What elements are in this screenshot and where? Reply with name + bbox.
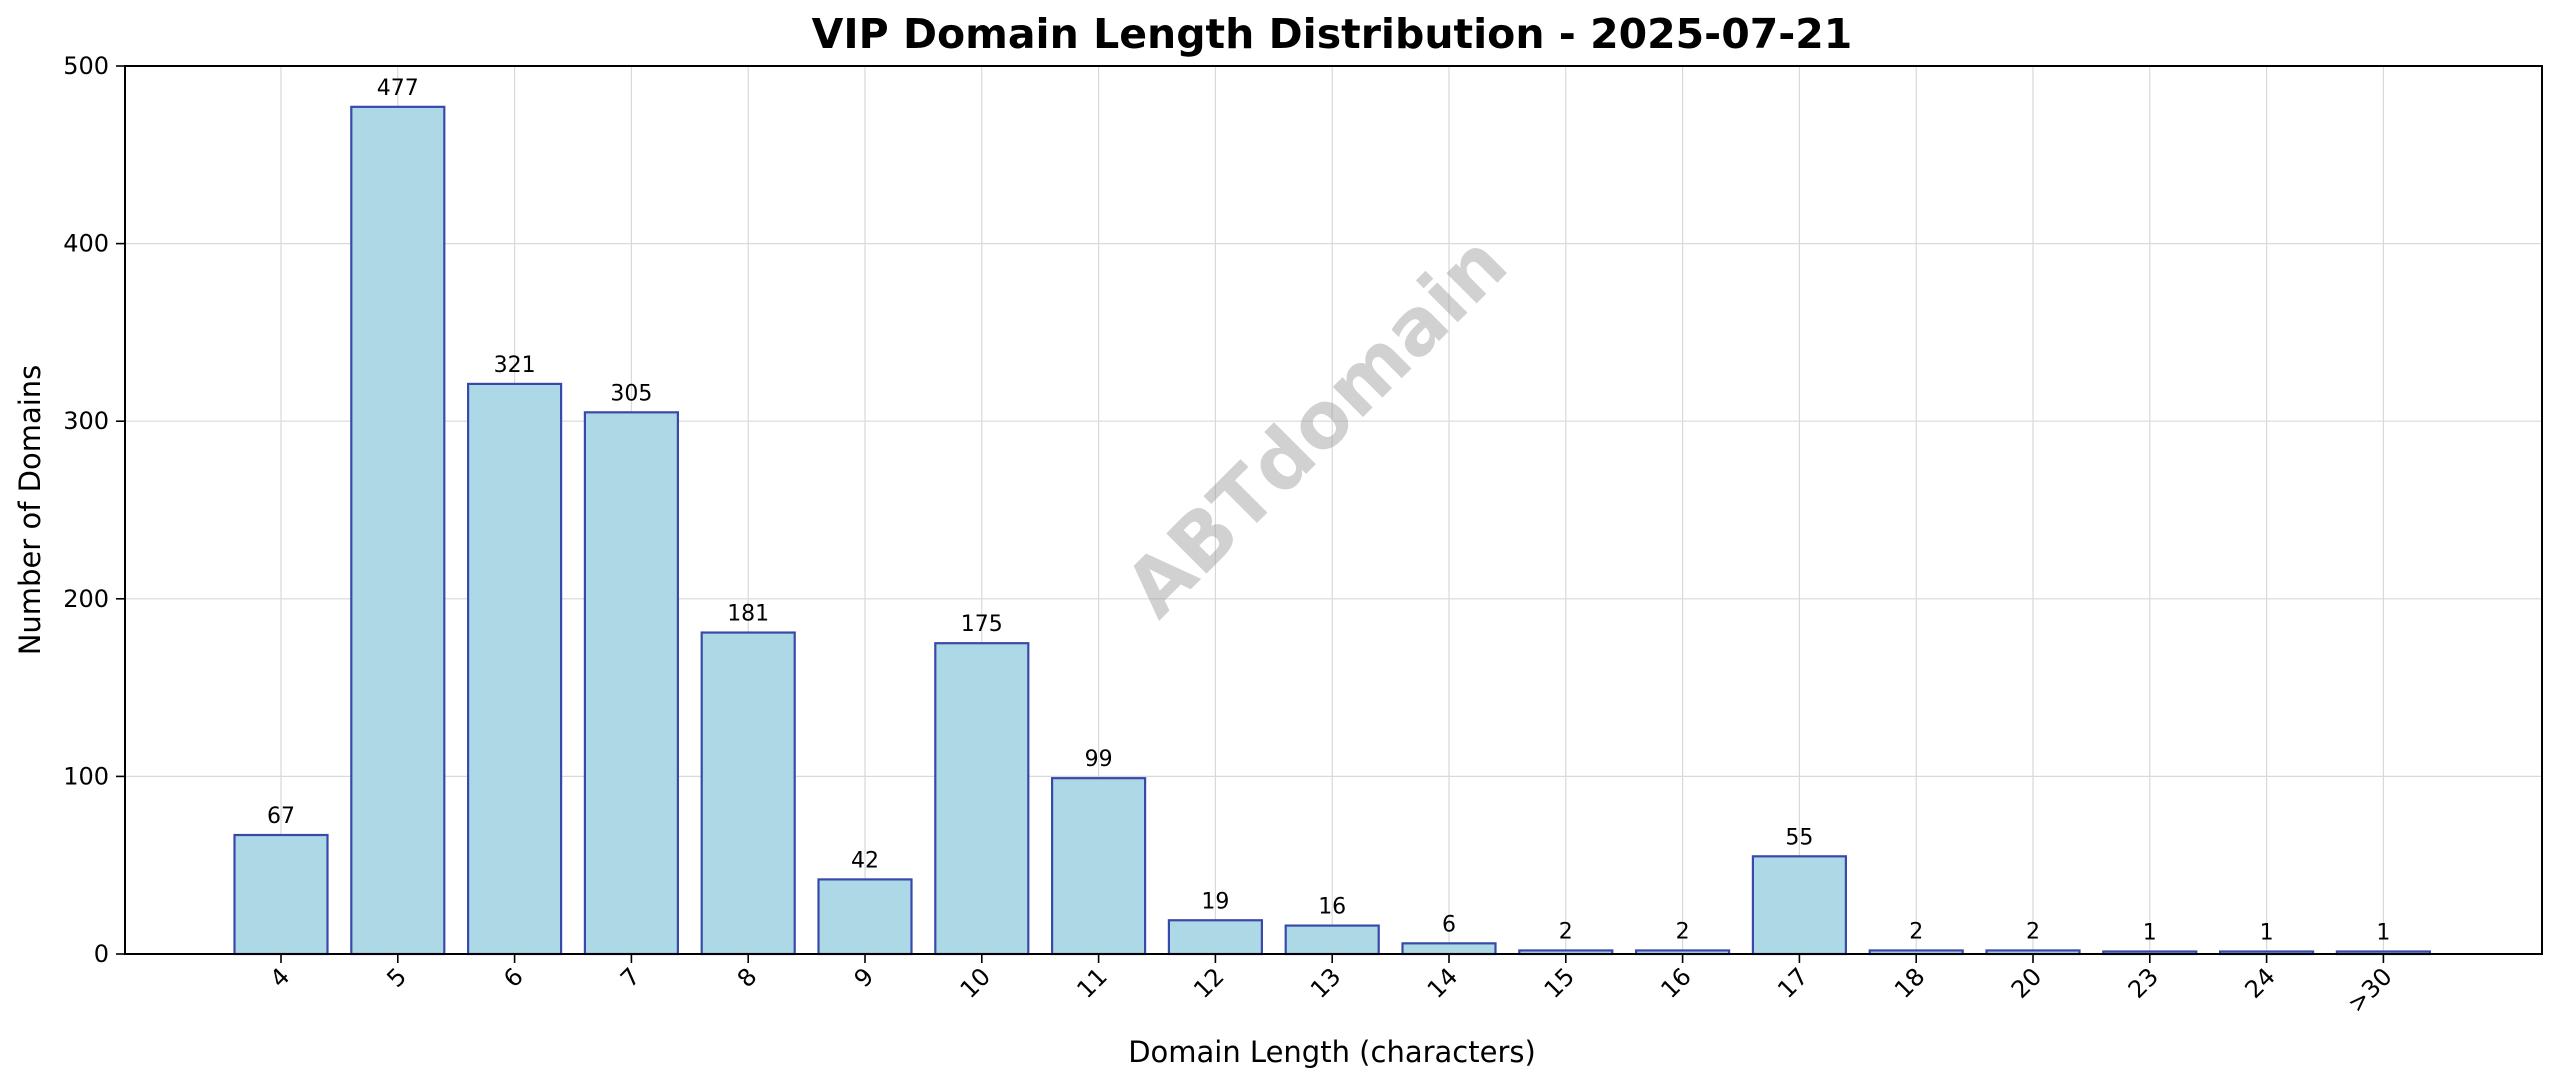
bar [350, 105, 446, 956]
x-tick-label: 7 [615, 962, 646, 993]
x-tick-label: 4 [265, 962, 296, 993]
chart-title: VIP Domain Length Distribution - 2025-07… [812, 10, 1853, 58]
y-tick-label: 100 [63, 762, 109, 790]
bar-value-label: 67 [267, 804, 295, 829]
bar-value-label: 1 [2260, 921, 2274, 946]
y-tick-label: 200 [63, 585, 109, 613]
x-tick-label: 12 [1188, 962, 1229, 1003]
x-tick-label: 8 [732, 962, 763, 993]
y-tick-label: 0 [94, 940, 109, 968]
bar-value-label: 181 [727, 602, 769, 627]
bar [1751, 855, 1848, 956]
x-tick-label: >30 [2342, 962, 2398, 1018]
bar [700, 631, 796, 956]
x-tick-label: 16 [1655, 962, 1696, 1003]
bar-value-label: 2 [1676, 919, 1690, 944]
bar-value-label: 1 [2376, 921, 2390, 946]
x-tick-label: 14 [1422, 962, 1463, 1003]
bar-value-label: 305 [610, 381, 652, 406]
bar-value-label: 99 [1085, 747, 1113, 772]
y-tick-label: 400 [63, 230, 109, 258]
x-tick-label: 24 [2239, 962, 2280, 1003]
bar-value-label: 1 [2143, 921, 2157, 946]
x-tick-label: 13 [1305, 962, 1346, 1003]
x-tick-label: 17 [1772, 962, 1813, 1003]
bars [233, 105, 2431, 956]
bar [1167, 919, 1264, 956]
x-tick-label: 5 [381, 962, 412, 993]
y-axis: 0 100 200 300 400 500 [63, 52, 125, 968]
watermark-text: ABTdomain [1109, 219, 1525, 635]
x-tick-label: 10 [955, 962, 996, 1003]
x-tick-label: 23 [2123, 962, 2164, 1003]
bar-value-label: 321 [494, 353, 536, 378]
bar-value-label: 42 [851, 848, 879, 873]
bar-value-label: 175 [961, 612, 1003, 637]
y-tick-label: 500 [63, 52, 109, 80]
bar-value-labels: 67 477 321 305 181 42 175 99 19 16 6 2 2 55 2 2 1 1 1 [267, 76, 2390, 946]
x-tick-label: 6 [498, 962, 529, 993]
bar [1401, 942, 1497, 956]
y-axis-label: Number of Domains [13, 365, 47, 656]
x-axis: 4 5 6 7 8 9 10 11 12 13 14 15 16 17 18 20 23 24 >30 [265, 954, 2398, 1018]
bar [1284, 924, 1380, 956]
bar [467, 382, 563, 956]
plot-frame [124, 65, 2543, 955]
bar [817, 878, 913, 956]
x-tick-label: 20 [2006, 962, 2047, 1003]
x-tick-label: 18 [1889, 962, 1930, 1003]
bar-value-label: 16 [1318, 895, 1346, 920]
bar-value-label: 2 [1559, 919, 1573, 944]
bar [1050, 777, 1147, 956]
bar-value-label: 2 [2026, 919, 2040, 944]
bar [233, 833, 329, 956]
bar-value-label: 6 [1442, 912, 1456, 937]
bar-value-label: 2 [1909, 919, 1923, 944]
bar [934, 642, 1030, 956]
x-axis-label: Domain Length (characters) [1128, 1035, 1536, 1069]
bar-value-label: 477 [377, 76, 419, 101]
x-tick-label: 15 [1539, 962, 1580, 1003]
bar [583, 411, 680, 956]
x-tick-label: 9 [849, 962, 880, 993]
bar-value-label: 19 [1201, 889, 1229, 914]
bar-value-label: 55 [1785, 825, 1813, 850]
y-tick-label: 300 [63, 407, 109, 435]
x-tick-label: 11 [1071, 962, 1112, 1003]
